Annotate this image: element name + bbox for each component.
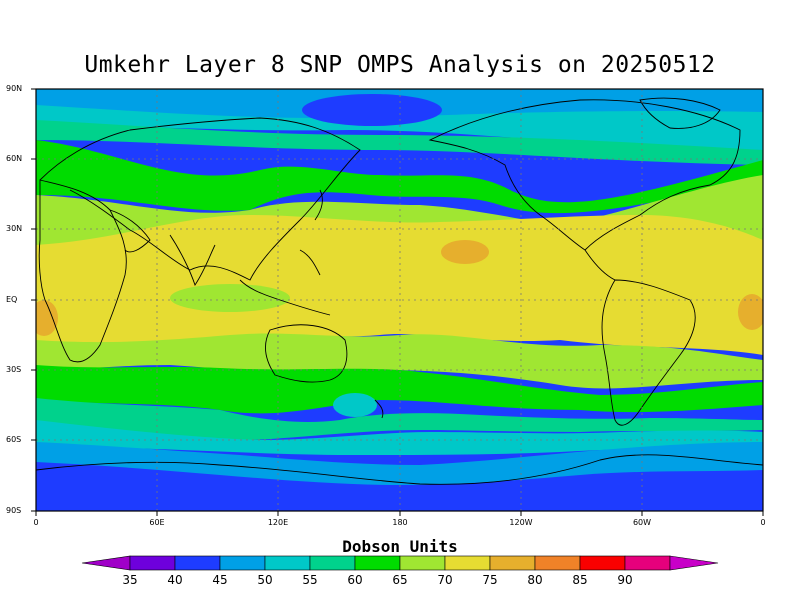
polar-low-north <box>302 94 442 126</box>
lon-label: 60E <box>149 518 165 527</box>
band-60-north <box>36 120 763 165</box>
lon-label: 0 <box>33 518 39 527</box>
colorbar-tick-label: 50 <box>257 573 273 587</box>
band-65-south <box>36 365 763 414</box>
coastlines <box>36 97 763 485</box>
graticule <box>36 89 763 511</box>
axis-ticks <box>31 88 764 516</box>
patch-80-africa <box>36 300 58 336</box>
colorbar-tick-label: 90 <box>617 573 633 587</box>
colorbar-tick-label: 40 <box>167 573 183 587</box>
colorbar-tick-label: 85 <box>572 573 588 587</box>
colorbar-title: Dobson Units <box>342 537 458 556</box>
patch-70-indian <box>170 284 290 312</box>
lon-label: 180 <box>392 518 408 527</box>
patch-55-south-pacific <box>333 393 377 417</box>
lon-label: 120E <box>267 518 289 527</box>
colorbar-tick-label: 70 <box>437 573 453 587</box>
colorbar-tick-label: 75 <box>482 573 498 587</box>
lat-label: 30S <box>6 365 22 374</box>
band-75-tropics <box>36 215 763 355</box>
colorbar-tick-label: 80 <box>527 573 543 587</box>
colorbar-tick-label: 35 <box>122 573 138 587</box>
patch-80-brazil <box>738 294 763 330</box>
lon-label: 120W <box>509 518 533 527</box>
colorbar-tick-label: 60 <box>347 573 363 587</box>
band-60-south <box>36 398 763 440</box>
lat-label: 60N <box>6 154 23 163</box>
band-55-north <box>36 105 763 150</box>
lon-label: 60W <box>632 518 652 527</box>
colorbar-tick-label: 65 <box>392 573 408 587</box>
band-50-south <box>36 442 763 485</box>
map-title: Umkehr Layer 8 SNP OMPS Analysis on 2025… <box>84 52 716 78</box>
lat-label: 30N <box>6 224 23 233</box>
patch-80-pacific <box>441 240 489 264</box>
colorbar-tick-label: 55 <box>302 573 318 587</box>
lon-label: 0 <box>760 518 766 527</box>
lat-label: 90N <box>6 84 23 93</box>
band-65-north <box>36 140 763 214</box>
band-70-south <box>36 333 763 389</box>
colorbar-tick-label: 45 <box>212 573 228 587</box>
lat-label: 60S <box>6 435 22 444</box>
band-55-south <box>36 420 763 455</box>
lat-label: EQ <box>6 295 18 304</box>
lat-label: 90S <box>6 506 22 515</box>
